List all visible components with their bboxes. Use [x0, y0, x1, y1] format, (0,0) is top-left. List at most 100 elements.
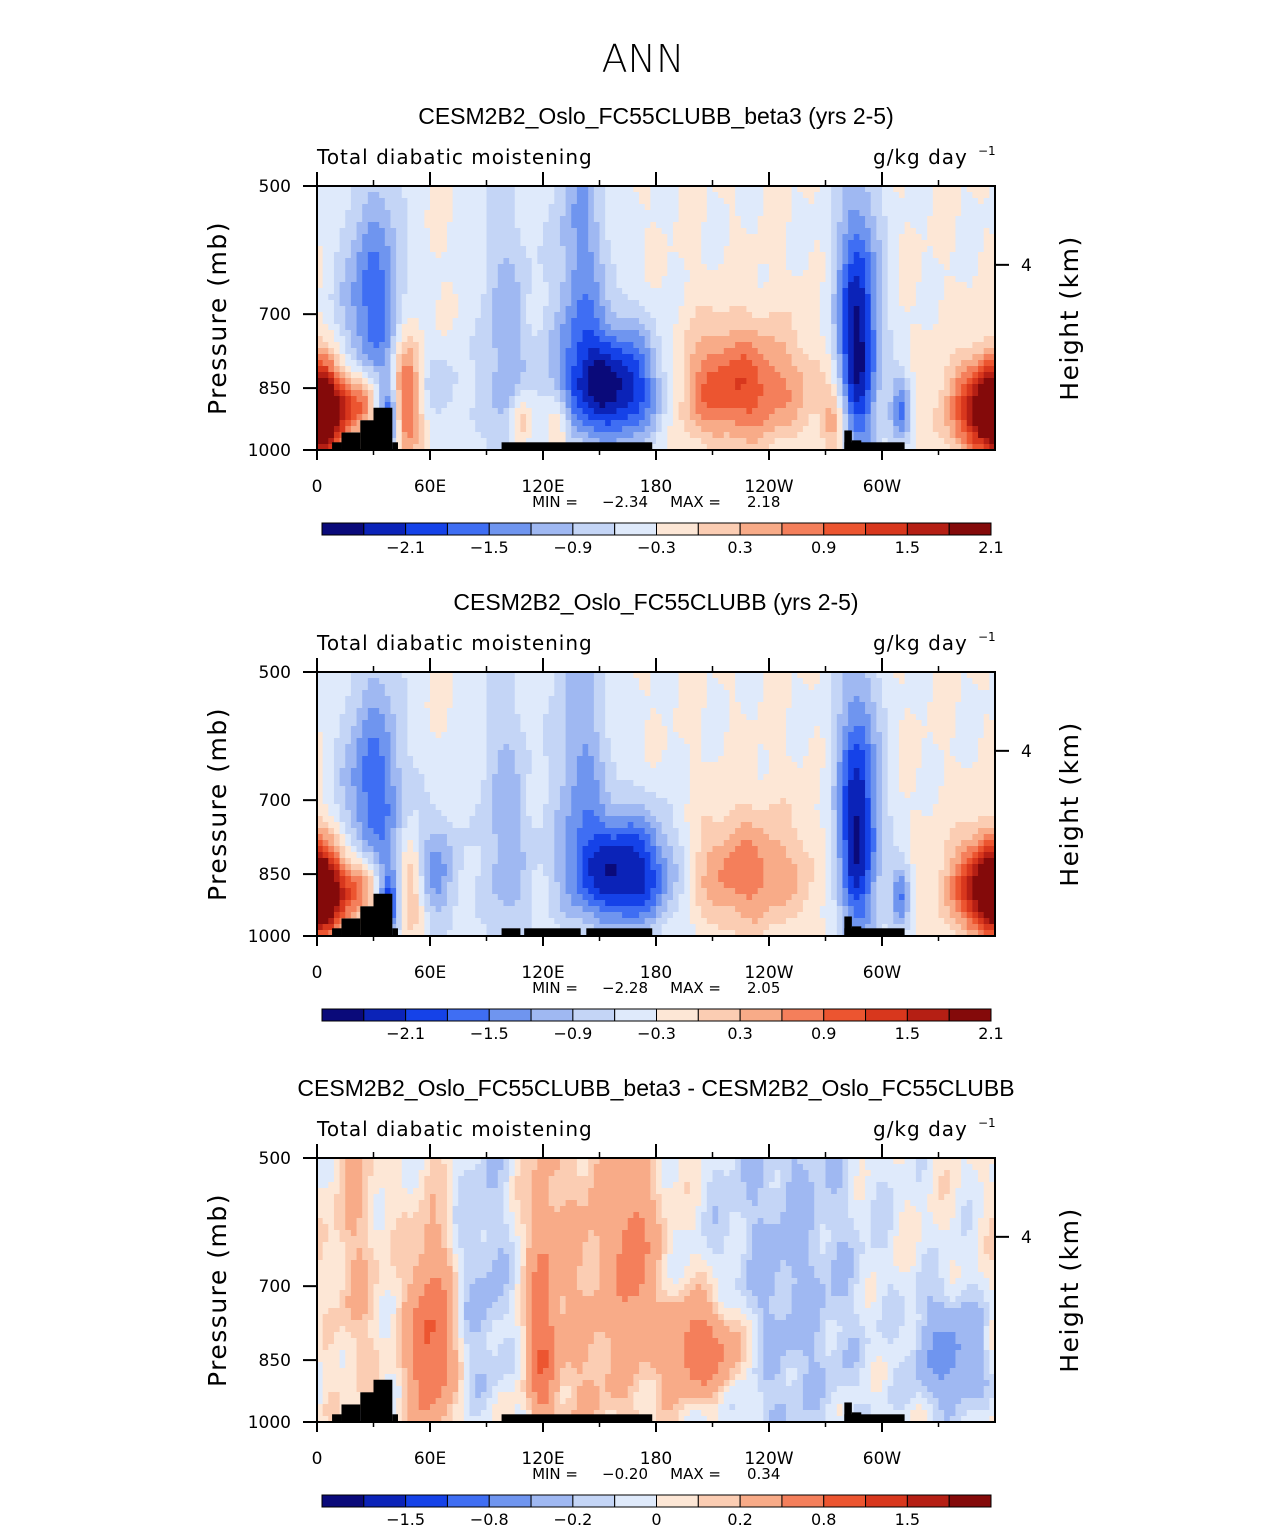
- heatmap-cell: [458, 1182, 488, 1189]
- heatmap-cell: [983, 1242, 995, 1249]
- heatmap-cell: [785, 252, 810, 259]
- heatmap-cell: [870, 690, 883, 697]
- heatmap-cell: [610, 756, 646, 763]
- heatmap-cell: [593, 912, 623, 919]
- heatmap-cell: [836, 438, 844, 445]
- heatmap-cell: [831, 870, 838, 877]
- heatmap-cell: [514, 204, 550, 211]
- heatmap-cell: [978, 906, 995, 913]
- heatmap-cell: [791, 858, 815, 865]
- heatmap-cell: [656, 816, 674, 823]
- heatmap-cell: [882, 288, 889, 295]
- heatmap-cell: [345, 828, 358, 835]
- heatmap-cell: [836, 846, 844, 853]
- heatmap-cell: [650, 384, 657, 391]
- heatmap-cell: [475, 900, 505, 907]
- heatmap-cell: [441, 1242, 448, 1249]
- heatmap-cell: [961, 906, 968, 913]
- heatmap-cell: [887, 312, 940, 319]
- heatmap-cell: [390, 288, 397, 295]
- heatmap-cell: [486, 282, 499, 289]
- heatmap-cell: [656, 900, 663, 907]
- heatmap-cell: [944, 396, 951, 403]
- heatmap-cell: [684, 372, 691, 379]
- heatmap-cell: [819, 300, 832, 307]
- heatmap-cell: [831, 894, 838, 901]
- heatmap-cell: [944, 882, 951, 889]
- heatmap-cell: [893, 906, 906, 913]
- heatmap-cell: [317, 1194, 335, 1201]
- heatmap-cell: [339, 294, 352, 301]
- heatmap-cell: [458, 882, 476, 889]
- heatmap-cell: [430, 708, 448, 715]
- heatmap-cell: [836, 366, 844, 373]
- heatmap-cell: [978, 840, 985, 847]
- heatmap-cell: [656, 360, 663, 367]
- heatmap-cell: [582, 1248, 601, 1255]
- heatmap-cell: [333, 768, 341, 775]
- heatmap-cell: [565, 1200, 578, 1207]
- heatmap-cell: [848, 342, 855, 349]
- heatmap-cell: [661, 1170, 680, 1177]
- heatmap-cell: [689, 852, 697, 859]
- heatmap-cell: [384, 396, 392, 403]
- heatmap-cell: [424, 216, 454, 223]
- y-tick-label: 700: [259, 791, 291, 811]
- heatmap-cell: [769, 906, 804, 913]
- heatmap-cell: [548, 432, 567, 439]
- heatmap-cell: [396, 1218, 431, 1225]
- heatmap-cell: [458, 876, 476, 883]
- heatmap-cell: [695, 390, 702, 397]
- heatmap-cell: [514, 690, 555, 697]
- heatmap-cell: [644, 384, 651, 391]
- heatmap-cell: [317, 822, 329, 829]
- heatmap-cell: [339, 1182, 346, 1189]
- heatmap-cell: [509, 414, 516, 421]
- heatmap-cell: [695, 1272, 708, 1279]
- heatmap-cell: [876, 780, 883, 787]
- heatmap-cell: [441, 1278, 454, 1285]
- heatmap-cell: [610, 342, 634, 349]
- heatmap-cell: [616, 762, 651, 769]
- heatmap-cell: [972, 408, 995, 415]
- heatmap-cell: [317, 234, 341, 241]
- heatmap-cell: [650, 1242, 663, 1249]
- heatmap-cell: [328, 822, 341, 829]
- heatmap-cell: [390, 348, 397, 355]
- heatmap-cell: [898, 768, 917, 775]
- heatmap-cell: [802, 372, 827, 379]
- heatmap-cell: [407, 708, 431, 715]
- heatmap-cell: [949, 402, 957, 409]
- heatmap-cell: [769, 750, 787, 757]
- heatmap-cell: [842, 744, 849, 751]
- heatmap-cell: [367, 714, 386, 721]
- heatmap-cell: [836, 726, 844, 733]
- heatmap-cell: [831, 732, 838, 739]
- heatmap-cell: [887, 708, 906, 715]
- heatmap-cell: [949, 1170, 962, 1177]
- heatmap-cell: [452, 696, 488, 703]
- heatmap-cell: [424, 900, 431, 907]
- heatmap-cell: [390, 810, 397, 817]
- heatmap-cell: [882, 318, 889, 325]
- heatmap-cell: [774, 426, 804, 433]
- heatmap-cell: [961, 762, 973, 769]
- heatmap-cell: [599, 252, 612, 259]
- heatmap-cell: [865, 372, 872, 379]
- heatmap-cell: [520, 1254, 527, 1261]
- heatmap-cell: [486, 714, 521, 721]
- heatmap-cell: [831, 324, 838, 331]
- heatmap-cell: [723, 816, 793, 823]
- heatmap-cell: [701, 912, 742, 919]
- heatmap-cell: [791, 198, 810, 205]
- heatmap-cell: [972, 342, 995, 349]
- heatmap-cell: [921, 252, 934, 259]
- heatmap-cell: [367, 330, 386, 337]
- heatmap-cell: [345, 408, 352, 415]
- heatmap-cell: [797, 336, 827, 343]
- heatmap-cell: [475, 372, 493, 379]
- heatmap-cell: [317, 306, 335, 313]
- heatmap-cell: [961, 924, 968, 931]
- heatmap-cell: [367, 1242, 392, 1249]
- heatmap-cell: [882, 246, 889, 253]
